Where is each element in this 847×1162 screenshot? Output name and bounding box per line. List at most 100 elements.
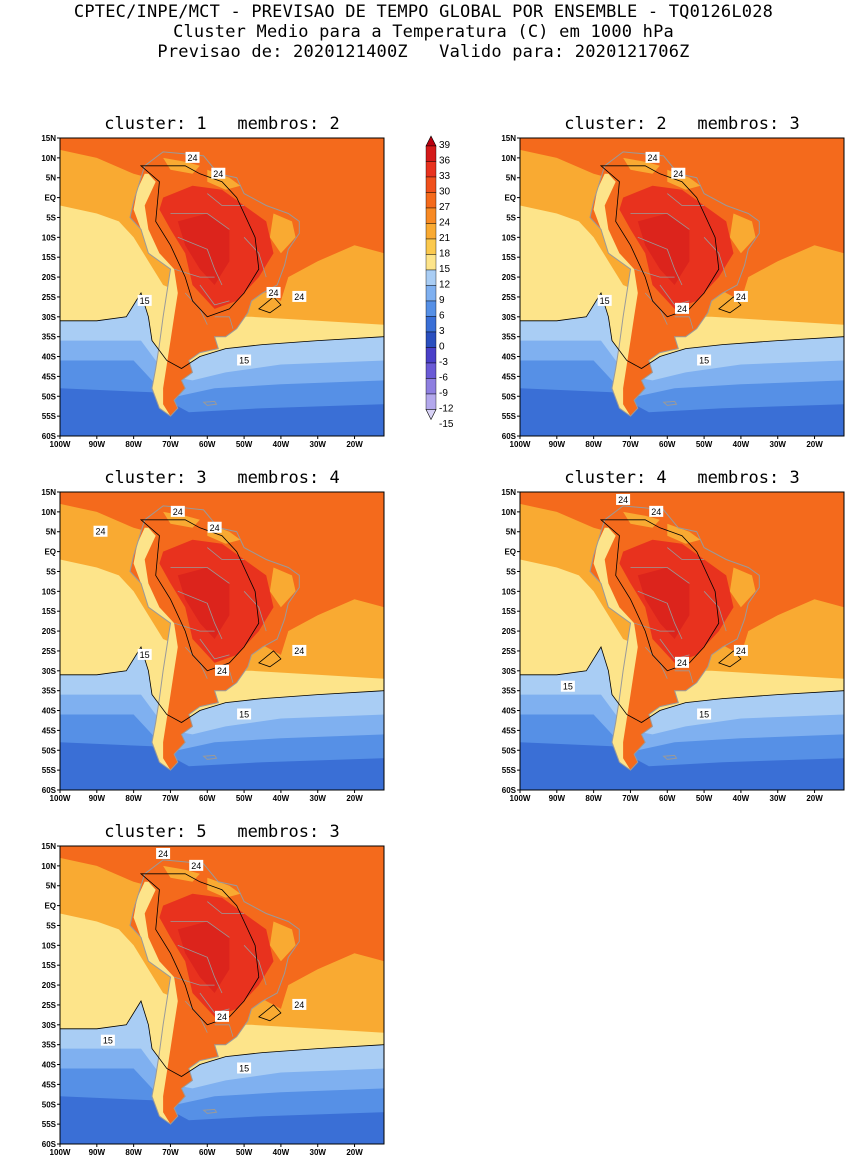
country-border: [674, 316, 694, 329]
country-border: [667, 193, 705, 206]
lat-label: EQ: [504, 548, 516, 557]
country-border: [630, 567, 690, 584]
guiana-region: [667, 523, 701, 544]
country-border: [667, 547, 705, 560]
colorbar-swatch: [425, 300, 437, 317]
lon-label: 30W: [310, 794, 327, 803]
andes-region: [593, 527, 638, 771]
panel-title-5: cluster: 5 membros: 3: [104, 822, 340, 842]
panel-title-2: cluster: 2 membros: 3: [564, 114, 800, 134]
map-panel-3: 24 24 24 24 24 15 15 15N 10N 5N EQ 5S 10S 15S 20S 25S 30…: [0, 488, 400, 808]
contour-label: 24: [156, 847, 171, 859]
contour-15: [60, 646, 384, 723]
svg-text:24: 24: [677, 304, 687, 314]
contour-label: 15: [237, 708, 252, 720]
colorbar-swatch: [425, 192, 437, 209]
lon-label: 60W: [199, 1148, 216, 1157]
contour-label: 24: [733, 290, 748, 302]
contour-label: 15: [597, 294, 612, 306]
country-border: [177, 590, 223, 640]
lat-label: 10S: [502, 233, 517, 242]
hotter-region: [637, 213, 690, 285]
lat-label: 10N: [41, 154, 56, 163]
lon-label: 60W: [199, 440, 216, 449]
lat-label: 60S: [42, 1140, 57, 1149]
lat-label: 20S: [42, 273, 57, 282]
svg-text:15: 15: [563, 682, 573, 692]
andes-region: [133, 881, 178, 1125]
warm-region: [60, 846, 384, 1009]
country-border: [659, 638, 690, 660]
lon-label: 30W: [770, 794, 787, 803]
lat-label: 10N: [501, 508, 516, 517]
lat-label: 35S: [502, 333, 517, 342]
lat-label: 30S: [42, 1021, 57, 1030]
country-border: [630, 213, 690, 230]
lat-label: 40S: [42, 707, 57, 716]
svg-text:24: 24: [210, 523, 220, 533]
lat-label: 20S: [42, 981, 57, 990]
colorbar-swatch: [425, 238, 437, 255]
contour-15: [520, 292, 844, 369]
country-border: [199, 992, 230, 1014]
falklands-outline: [662, 400, 678, 406]
lon-label: 80W: [125, 794, 142, 803]
svg-text:24: 24: [158, 849, 168, 859]
svg-text:24: 24: [736, 292, 746, 302]
lat-label: 45S: [42, 726, 57, 735]
lon-label: 90W: [89, 794, 106, 803]
warm-region: [520, 492, 844, 655]
lat-label: 30S: [502, 313, 517, 322]
lat-label: 45S: [42, 372, 57, 381]
lat-label: 30S: [42, 667, 57, 676]
coastline: [129, 859, 300, 1125]
lat-label: 10S: [42, 587, 57, 596]
lon-label: 90W: [549, 440, 566, 449]
svg-text:24: 24: [677, 658, 687, 668]
lon-label: 50W: [236, 1148, 253, 1157]
contour-24: [599, 519, 720, 672]
lon-label: 40W: [733, 440, 750, 449]
lat-label: 55S: [42, 1120, 57, 1129]
andes-region: [133, 527, 178, 771]
header-line-3: Previsao de: 2020121400Z Valido para: 20…: [157, 42, 690, 62]
contour-label: 24: [292, 998, 307, 1010]
contour-15: [60, 1000, 384, 1077]
lon-label: 60W: [199, 794, 216, 803]
colorbar-label: 30: [439, 187, 451, 198]
contour-label: 24: [185, 151, 200, 163]
lon-label: 60W: [659, 794, 676, 803]
lat-label: 60S: [502, 786, 517, 795]
colorbar-swatch: [425, 362, 437, 379]
lat-label: 10S: [42, 941, 57, 950]
contour-label: 24: [645, 151, 660, 163]
svg-text:24: 24: [217, 666, 227, 676]
country-border: [199, 284, 230, 306]
cool-band: [60, 205, 384, 369]
cool-band: [60, 559, 384, 723]
country-border: [674, 670, 694, 683]
lat-label: 5S: [46, 213, 56, 222]
colorbar-label: 27: [439, 202, 451, 213]
country-border: [214, 316, 234, 329]
map-frame: [519, 491, 845, 791]
contour-label: 24: [649, 505, 664, 517]
svg-text:24: 24: [648, 153, 658, 163]
hotter-region: [637, 567, 690, 639]
contour-label: 24: [675, 302, 689, 314]
lon-label: 20W: [806, 440, 823, 449]
contour-label: 15: [237, 354, 252, 366]
lat-label: 40S: [502, 353, 517, 362]
lat-label: 40S: [42, 1061, 57, 1070]
colorbar-label: 0: [439, 342, 445, 353]
lat-label: 35S: [42, 333, 57, 342]
panel-title-1: cluster: 1 membros: 2: [104, 114, 340, 134]
svg-text:15: 15: [140, 296, 150, 306]
country-border: [170, 213, 230, 230]
lon-label: 20W: [806, 794, 823, 803]
falklands-outline: [202, 754, 218, 760]
lat-label: 20S: [42, 627, 57, 636]
colorbar-label: 12: [439, 280, 451, 291]
lon-label: 70W: [162, 794, 179, 803]
svg-text:24: 24: [736, 646, 746, 656]
